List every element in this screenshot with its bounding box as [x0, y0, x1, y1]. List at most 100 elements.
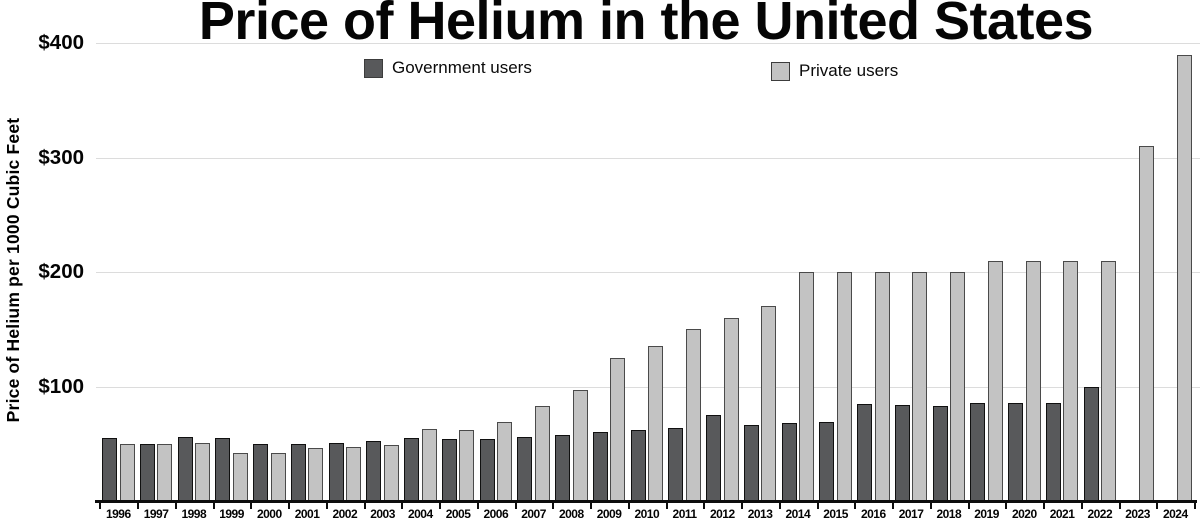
year-label-1996: 1996: [105, 506, 131, 521]
year-label-2002: 2002: [332, 506, 358, 521]
bar-government-1997: [139, 443, 155, 503]
year-label-2023: 2023: [1125, 506, 1150, 521]
x-tick: [401, 503, 404, 509]
bar-private-1999: [232, 452, 248, 503]
year-label-2014: 2014: [785, 506, 811, 521]
year-label-2012: 2012: [709, 506, 735, 521]
year-label-1999: 1999: [219, 506, 244, 521]
bar-private-2003: [383, 444, 399, 503]
year-label-2013: 2013: [747, 506, 773, 521]
bar-private-2006: [497, 422, 513, 503]
bar-private-2013: [761, 306, 777, 503]
bar-private-2023: [1138, 146, 1154, 503]
bar-government-2016: [857, 403, 872, 503]
bar-government-2008: [555, 434, 570, 503]
year-label-2010: 2010: [634, 506, 660, 521]
bar-private-2000: [270, 452, 286, 503]
x-tick: [590, 503, 593, 509]
x-tick: [250, 503, 253, 509]
bar-government-2011: [668, 427, 684, 503]
bar-government-2005: [441, 439, 457, 503]
x-tick: [816, 503, 819, 509]
bar-government-2014: [781, 423, 797, 503]
year-label-2005: 2005: [445, 506, 471, 521]
x-tick: [1118, 503, 1121, 509]
x-tick: [363, 503, 366, 509]
x-axis-line: [95, 500, 1197, 503]
gridline-300: [96, 157, 1200, 159]
bar-government-1999: [215, 438, 231, 503]
x-tick: [627, 503, 630, 509]
x-tick: [741, 503, 744, 509]
year-label-2018: 2018: [936, 506, 962, 521]
bar-private-2014: [799, 272, 815, 503]
year-label-2007: 2007: [521, 506, 546, 521]
bar-private-2015: [836, 272, 852, 503]
bar-private-2008: [572, 389, 588, 503]
y-tick-label-200: $200: [38, 260, 84, 284]
x-tick: [1156, 503, 1159, 509]
bar-government-2021: [1045, 402, 1061, 503]
bar-private-2018: [950, 272, 966, 503]
bar-government-1998: [177, 436, 193, 503]
bar-private-2017: [912, 272, 928, 503]
year-label-2020: 2020: [1011, 506, 1037, 521]
bar-government-2003: [366, 441, 382, 503]
bar-government-2012: [706, 415, 721, 503]
bar-government-2000: [253, 443, 268, 503]
bar-private-2001: [308, 448, 324, 503]
legend-label-government: Government users: [392, 58, 532, 77]
x-tick: [892, 503, 895, 509]
bar-government-2007: [517, 436, 533, 503]
year-label-2004: 2004: [407, 506, 433, 521]
x-tick: [514, 503, 517, 509]
bar-government-2019: [970, 402, 986, 503]
x-tick: [703, 503, 706, 509]
y-tick-label-100: $100: [38, 374, 84, 398]
x-tick: [665, 503, 668, 509]
year-label-2024: 2024: [1162, 506, 1188, 521]
x-tick: [967, 503, 970, 509]
y-tick-label-300: $300: [38, 145, 84, 169]
gridline-100: [96, 386, 1200, 388]
year-label-2022: 2022: [1087, 506, 1113, 521]
bar-private-1997: [157, 443, 173, 503]
y-axis-title: Price of Helium per 1000 Cubic Feet: [3, 117, 23, 423]
x-tick: [476, 503, 479, 509]
legend-swatch-government: [364, 58, 383, 78]
bar-government-2018: [932, 405, 948, 503]
year-label-1997: 1997: [143, 506, 169, 521]
x-tick: [439, 503, 442, 509]
year-label-2015: 2015: [823, 506, 848, 521]
bar-government-2020: [1008, 402, 1023, 503]
year-label-2011: 2011: [672, 506, 698, 521]
bar-government-2013: [743, 425, 759, 503]
x-tick: [552, 503, 555, 509]
bar-government-2009: [592, 432, 608, 503]
bar-government-2002: [328, 442, 344, 503]
chart-title: Price of Helium in the United States: [198, 0, 1094, 51]
bar-private-2016: [874, 272, 890, 503]
year-label-2009: 2009: [596, 506, 622, 521]
bar-government-2010: [630, 430, 646, 503]
year-label-2008: 2008: [558, 506, 584, 521]
bar-government-2017: [894, 404, 910, 503]
x-tick: [174, 503, 177, 509]
x-tick: [1043, 503, 1046, 509]
year-label-2001: 2001: [294, 506, 320, 521]
legend-item-government-users: Government users: [364, 58, 532, 78]
bar-government-2015: [819, 422, 835, 503]
x-tick: [325, 503, 328, 509]
bar-government-2004: [404, 438, 419, 503]
bar-government-2001: [290, 443, 306, 503]
x-tick: [778, 503, 781, 509]
year-label-2017: 2017: [898, 506, 924, 521]
x-tick: [854, 503, 857, 509]
x-tick: [1005, 503, 1008, 509]
x-tick: [212, 503, 215, 509]
y-tick-label-400: $400: [38, 31, 84, 55]
bar-private-1998: [195, 442, 211, 503]
gridline-200: [96, 272, 1200, 274]
bar-private-2010: [648, 346, 664, 503]
legend-label-private: Private users: [799, 61, 899, 80]
